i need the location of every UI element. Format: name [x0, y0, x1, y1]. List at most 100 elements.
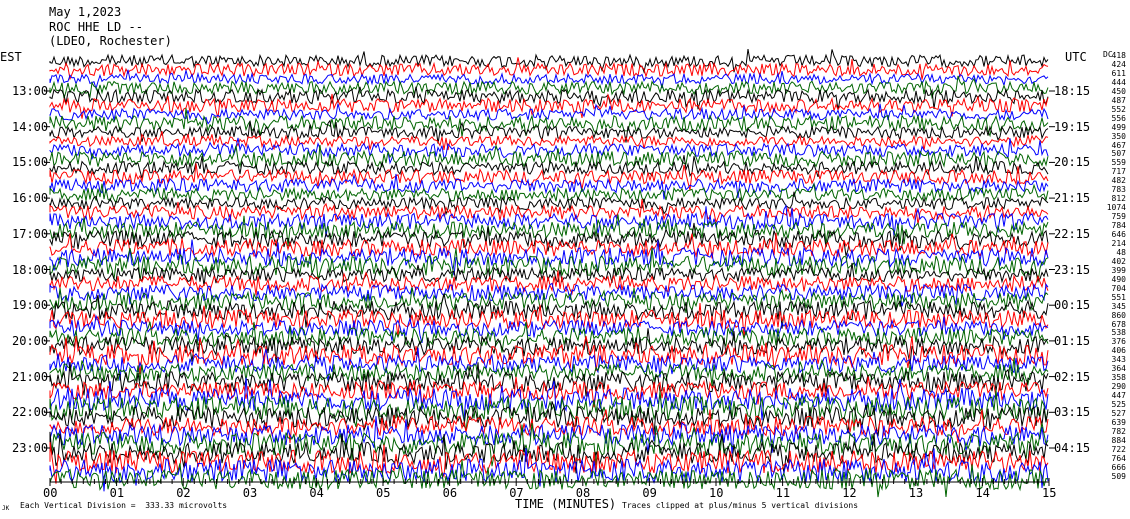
row-offset-value: 538: [1111, 328, 1126, 338]
trace-row-46: [49, 442, 1049, 484]
row-offset-value: 717: [1111, 167, 1126, 177]
row-offset-value: 48: [1116, 247, 1126, 257]
row-offset-value: 290: [1111, 382, 1126, 392]
trace-row-20: [49, 214, 1049, 247]
x-tick-label: 15: [1042, 486, 1057, 500]
trace-row-42: [49, 409, 1049, 443]
row-offset-value: 552: [1111, 104, 1126, 114]
row-offset-value: 722: [1111, 444, 1126, 454]
dc-label: DC: [1103, 50, 1113, 59]
trace-row-8: [49, 108, 1049, 138]
trace-row-2: [49, 57, 1049, 81]
trace-row-48: [49, 459, 1049, 498]
trace-row-34: [49, 335, 1049, 375]
y-left-tick-label: 20:00: [12, 333, 49, 348]
row-offset-value: 782: [1111, 426, 1126, 436]
row-offset-value: 364: [1111, 364, 1126, 374]
station-label: ROC HHE LD --: [49, 20, 143, 34]
row-offset-value: 490: [1111, 274, 1126, 284]
trace-row-44: [49, 422, 1049, 467]
trace-row-15: [49, 173, 1049, 200]
x-tick-label: 04: [309, 486, 324, 500]
row-offset-value: 424: [1111, 60, 1126, 69]
x-tick-label: 09: [642, 486, 657, 500]
y-right-tick-label: 01:15: [1054, 333, 1091, 348]
trace-row-27: [49, 282, 1049, 307]
row-offset-value: 784: [1111, 221, 1126, 230]
row-offset-value: 343: [1111, 355, 1126, 365]
trace-row-19: [49, 204, 1049, 237]
x-tick-label: 08: [575, 486, 591, 500]
y-right-tick-label: 21:15: [1054, 191, 1091, 206]
trace-row-24: [49, 247, 1049, 283]
trace-row-35: [49, 347, 1049, 381]
trace-row-22: [49, 232, 1049, 259]
x-tick-label: 05: [376, 486, 391, 500]
trace-row-5: [49, 86, 1049, 110]
trace-row-28: [49, 287, 1049, 319]
row-offset-value: 639: [1111, 417, 1126, 427]
row-offset-value: 559: [1111, 158, 1126, 168]
trace-row-38: [49, 376, 1049, 408]
trace-row-4: [49, 75, 1049, 100]
trace-row-12: [49, 143, 1049, 171]
trace-row-7: [49, 103, 1049, 125]
trace-row-16: [49, 182, 1049, 205]
corner-mark: JK: [2, 505, 10, 512]
row-offset-value: 783: [1111, 185, 1126, 195]
row-offset-value: 507: [1111, 149, 1126, 159]
y-left-tick-label: 17:00: [12, 226, 49, 241]
row-offset-value: 345: [1111, 301, 1126, 311]
row-offset-value: 447: [1111, 391, 1126, 401]
scale-note: Each Vertical Division = 333.33 microvol…: [20, 501, 228, 510]
x-tick-label: 10: [709, 486, 724, 500]
y-right-tick-label: 19:15: [1054, 119, 1091, 134]
y-right-tick-label: 03:15: [1054, 405, 1091, 420]
row-offset-value: 884: [1111, 435, 1126, 445]
row-offset-value: 350: [1111, 131, 1126, 141]
row-offset-value: 402: [1111, 256, 1126, 266]
row-offset-value: 509: [1111, 471, 1126, 481]
y-left-tick-label: 19:00: [12, 298, 49, 313]
row-offset-value: 527: [1111, 409, 1126, 418]
x-tick-label: 11: [775, 486, 791, 500]
x-tick-label: 03: [242, 486, 258, 500]
row-offset-value: 214: [1111, 238, 1126, 248]
trace-row-18: [49, 199, 1049, 225]
trace-row-33: [49, 328, 1049, 365]
row-offset-value: 556: [1111, 113, 1126, 123]
y-right-tick-label: 02:15: [1054, 369, 1091, 384]
utc-label: UTC: [1065, 50, 1087, 64]
trace-row-37: [49, 362, 1049, 397]
row-offset-value: 467: [1111, 140, 1126, 150]
clip-note: Traces clipped at plus/minus 5 vertical …: [622, 501, 859, 510]
est-label: EST: [0, 50, 22, 64]
y-right-tick-label: 18:15: [1054, 84, 1091, 98]
row-offset-value: 406: [1111, 346, 1126, 356]
row-offset-value: 704: [1111, 283, 1126, 293]
x-tick-label: 07: [509, 486, 524, 500]
x-tick-label: 06: [442, 486, 458, 500]
y-left-tick-label: 14:00: [12, 119, 49, 134]
row-offset-value: 812: [1111, 194, 1126, 204]
trace-row-17: [49, 191, 1049, 216]
trace-row-30: [49, 303, 1049, 338]
row-offset-value: 487: [1111, 95, 1126, 105]
date-label: May 1,2023: [49, 5, 122, 19]
trace-row-10: [49, 131, 1049, 151]
trace-row-26: [49, 270, 1049, 296]
y-left-tick-label: 21:00: [12, 369, 49, 384]
y-left-tick-label: 15:00: [12, 155, 49, 170]
y-left-tick-label: 18:00: [12, 262, 49, 277]
trace-row-32: [49, 321, 1049, 353]
row-offset-value: 499: [1111, 122, 1126, 132]
y-left-tick-label: 22:00: [12, 405, 49, 420]
row-offset-value: 646: [1111, 230, 1126, 239]
row-offset-value: 450: [1111, 86, 1126, 96]
x-tick-label: 12: [842, 486, 857, 500]
row-offset-value: 358: [1111, 373, 1126, 383]
y-right-tick-label: 04:15: [1054, 441, 1091, 455]
x-tick-label: 13: [908, 486, 924, 500]
network-label: (LDEO, Rochester): [49, 34, 172, 48]
trace-row-47: [49, 447, 1049, 492]
